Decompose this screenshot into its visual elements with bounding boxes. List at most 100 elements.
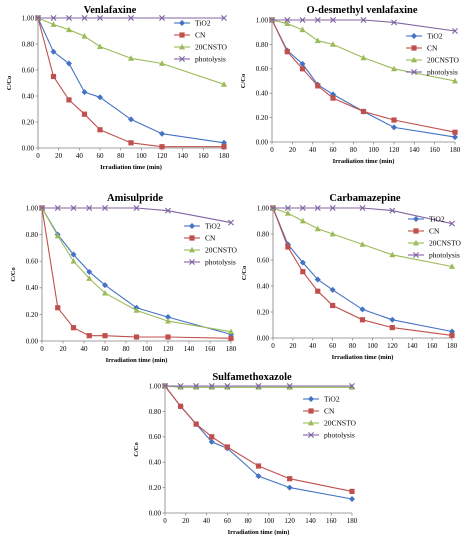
series-line [273, 207, 453, 225]
data-point [299, 217, 306, 224]
series-20cnsto [269, 16, 458, 84]
chart-title: O-desmethyl venlafaxine [306, 5, 417, 16]
x-tick-label: 100 [264, 517, 275, 525]
data-point [330, 95, 336, 101]
data-point [284, 205, 291, 211]
data-point [50, 73, 57, 80]
x-tick-label: 180 [226, 345, 237, 353]
data-point [39, 205, 45, 211]
y-tick-label: 0.60 [149, 433, 162, 441]
data-point [449, 220, 455, 227]
data-point [284, 49, 290, 55]
y-tick-label: 0.60 [22, 66, 35, 74]
data-point [255, 473, 262, 480]
y-tick-label: 0.40 [149, 459, 162, 467]
data-point [81, 15, 88, 21]
x-tick-label: 40 [309, 146, 317, 154]
data-point [452, 129, 458, 135]
x-tick-label: 160 [326, 517, 337, 525]
data-point [81, 89, 88, 96]
x-tick-label: 120 [387, 342, 398, 350]
y-tick-label: 1.00 [26, 204, 39, 212]
data-point [314, 17, 321, 23]
x-tick-label: 100 [367, 342, 378, 350]
data-point [286, 383, 293, 389]
data-point [224, 444, 230, 450]
data-point [66, 15, 72, 21]
data-point [389, 325, 395, 331]
data-point [269, 17, 275, 23]
x-tick-label: 140 [177, 152, 188, 160]
x-tick-label: 0 [270, 146, 274, 154]
data-point [102, 205, 108, 211]
data-point [314, 225, 321, 232]
y-tick-label: 0.40 [256, 90, 269, 98]
legend: TiO2 CN 20CNSTO photolysis [174, 19, 228, 64]
legend-label: TiO2 [195, 19, 211, 28]
legend-label: 20CNSTO [195, 43, 228, 52]
series-tio2 [35, 15, 227, 146]
x-tick-label: 20 [289, 342, 297, 350]
data-point [66, 97, 72, 103]
data-point [359, 205, 366, 211]
data-point [228, 219, 234, 226]
data-point [221, 144, 227, 150]
y-tick-label: 0.20 [22, 118, 35, 126]
x-tick-label: 120 [163, 345, 174, 353]
data-point [159, 144, 165, 150]
data-point [314, 276, 321, 283]
x-tick-label: 100 [142, 345, 153, 353]
data-point [165, 314, 171, 321]
legend-marker [189, 235, 195, 241]
x-tick-label: 0 [40, 345, 44, 353]
y-axis-label: C/Co [10, 267, 17, 281]
x-tick-label: 20 [289, 146, 297, 154]
x-tick-label: 80 [245, 517, 253, 525]
data-point [389, 207, 396, 214]
data-point [329, 230, 336, 237]
x-tick-label: 180 [450, 146, 461, 154]
x-tick-label: 180 [219, 152, 230, 160]
y-axis-label: C/Co [241, 266, 248, 280]
legend-marker [413, 228, 419, 234]
data-point [300, 269, 306, 275]
data-point [299, 66, 306, 72]
data-point [159, 60, 165, 66]
y-tick-label: 0.80 [149, 408, 162, 416]
legend-marker [189, 259, 195, 265]
data-point [102, 289, 108, 296]
y-axis-label: C/Co [133, 442, 140, 456]
data-point [159, 15, 165, 21]
y-tick-label: 0.20 [26, 311, 39, 319]
x-tick-label: 60 [102, 345, 110, 353]
legend-marker [308, 396, 314, 402]
x-tick-label: 60 [224, 517, 232, 525]
legend: TiO2 CN 20CNSTO photolysis [408, 215, 462, 260]
data-point [286, 484, 293, 491]
data-point [391, 65, 397, 72]
data-point [55, 305, 61, 311]
y-tick-label: 1.00 [149, 382, 162, 390]
data-point [165, 207, 171, 214]
y-tick-label: 0.80 [257, 230, 270, 238]
data-point [349, 496, 355, 503]
legend-label: CN [195, 31, 206, 40]
y-tick-label: 0.00 [22, 144, 35, 152]
series-line [37, 17, 225, 144]
data-point [360, 17, 367, 23]
data-point [50, 21, 57, 27]
x-tick-label: 160 [198, 152, 209, 160]
data-point [314, 205, 321, 211]
data-point [86, 275, 93, 281]
data-point [449, 332, 455, 338]
legend-label: CN [205, 234, 216, 243]
data-point [299, 17, 306, 23]
x-tick-label: 100 [368, 146, 379, 154]
series-line [41, 207, 232, 339]
x-tick-label: 140 [407, 342, 418, 350]
x-tick-label: 60 [329, 342, 337, 350]
x-tick-label: 0 [163, 517, 167, 525]
data-point [359, 241, 366, 247]
data-point [329, 286, 336, 293]
